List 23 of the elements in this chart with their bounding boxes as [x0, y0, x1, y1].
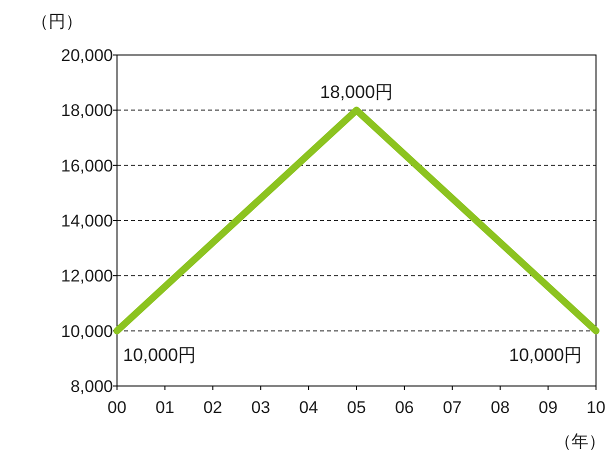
x-axis-title: （年）: [554, 432, 606, 451]
x-tick-label: 02: [203, 398, 222, 417]
x-tick-label: 09: [538, 398, 558, 417]
x-tick-label: 08: [490, 398, 510, 417]
x-tick-label: 06: [394, 398, 414, 417]
x-tick-label: 04: [299, 398, 318, 417]
y-tick-label: 14,000: [61, 212, 113, 230]
x-tick-label: 03: [251, 398, 270, 417]
annotation: 10,000円: [508, 344, 582, 365]
x-tick-label: 07: [442, 398, 462, 417]
y-tick-label: 8,000: [70, 377, 113, 396]
x-tick-label: 10: [586, 398, 606, 417]
x-tick-label: 05: [347, 398, 366, 417]
y-tick-label: 20,000: [61, 46, 113, 65]
annotation: 10,000円: [123, 344, 196, 365]
y-axis-title: （円）: [32, 12, 82, 31]
y-tick-label: 18,000: [61, 101, 113, 120]
y-tick-label: 16,000: [61, 156, 113, 176]
x-tick-label: 01: [155, 398, 174, 417]
annotation: 18,000円: [320, 82, 394, 102]
y-tick-label: 10,000: [61, 322, 113, 341]
x-tick-label: 00: [108, 398, 126, 417]
y-tick-label: 12,000: [61, 266, 113, 286]
